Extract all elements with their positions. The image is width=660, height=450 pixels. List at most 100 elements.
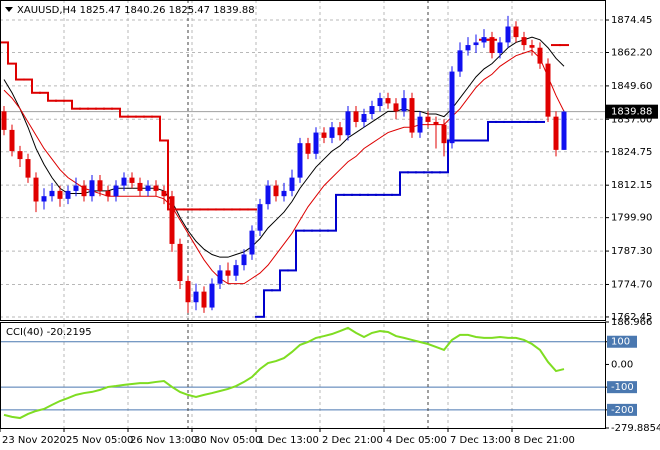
candle-body xyxy=(481,37,487,43)
candle-body xyxy=(449,71,455,144)
candle-body xyxy=(1,111,7,130)
candle-body xyxy=(241,254,247,266)
candle-body xyxy=(289,177,295,191)
cci-tick-label: -100 xyxy=(611,382,634,393)
y-tick-label: 1874.45 xyxy=(611,15,652,26)
candle-body xyxy=(225,270,231,276)
cci-tick-label: -200 xyxy=(611,405,634,416)
cci-tick-box xyxy=(607,335,637,348)
y-tick-label: 1837.00 xyxy=(611,114,652,125)
chart-title: XAUUSD,H4 1825.47 1840.26 1825.47 1839.8… xyxy=(17,5,255,16)
cci-tick-label: 186.966 xyxy=(611,317,652,328)
x-tick-label: 25 Nov 05:00 xyxy=(66,435,133,446)
y-tick-label: 1799.90 xyxy=(611,213,652,224)
cci-title: CCI(40) -20.2195 xyxy=(6,327,92,338)
candle-body xyxy=(393,103,399,112)
candle-body xyxy=(201,291,207,308)
candle-body xyxy=(425,116,431,122)
candle-body xyxy=(529,45,535,48)
candle-body xyxy=(553,116,559,150)
candle-body xyxy=(89,180,95,197)
candle-body xyxy=(321,132,327,138)
collapse-icon[interactable] xyxy=(5,7,13,12)
candle-body xyxy=(545,63,551,117)
last-price-box xyxy=(606,104,658,119)
cci-line xyxy=(3,326,565,420)
y-tick-label: 1762.45 xyxy=(611,312,652,323)
x-tick-label: 23 Nov 2020 xyxy=(2,435,66,446)
candle-body xyxy=(113,185,119,197)
candle-body xyxy=(433,121,439,125)
candle-body xyxy=(185,281,191,303)
ma-line xyxy=(3,49,565,285)
candle-body xyxy=(521,37,527,46)
candle-body xyxy=(177,243,183,282)
main-frame xyxy=(0,0,606,321)
candle-body xyxy=(513,26,519,38)
x-tick-label: 26 Nov 13:00 xyxy=(130,435,197,446)
candle-body xyxy=(457,50,463,72)
candle-body xyxy=(409,98,415,133)
x-tick-label: 7 Dec 13:00 xyxy=(450,435,511,446)
candle-body xyxy=(121,177,127,186)
candle-body xyxy=(25,159,31,178)
ma-line xyxy=(3,36,565,258)
cci-frame xyxy=(0,322,606,429)
cci-tick-label: -279.8854 xyxy=(611,423,660,434)
candle-body xyxy=(353,111,359,122)
y-tick-label: 1774.70 xyxy=(611,279,652,290)
candle-body xyxy=(81,185,87,197)
candle-body xyxy=(441,124,447,144)
candle-body xyxy=(217,270,223,284)
candle-body xyxy=(417,116,423,133)
candle-body xyxy=(57,190,63,199)
candle-body xyxy=(153,185,159,191)
y-tick-label: 1862.20 xyxy=(611,47,652,58)
candle-body xyxy=(161,190,167,197)
candle-body xyxy=(193,291,199,303)
cci-tick-label: 0.00 xyxy=(611,359,633,370)
x-tick-label: 1 Dec 13:00 xyxy=(258,435,319,446)
candle-body xyxy=(73,185,79,191)
candle-body xyxy=(361,114,367,122)
cci-tick-box xyxy=(607,403,637,416)
candle-body xyxy=(297,143,303,178)
candle-body xyxy=(129,177,135,183)
grid xyxy=(0,0,605,428)
candle-body xyxy=(33,177,39,202)
last-price-label: 1839.88 xyxy=(611,107,652,118)
y-tick-label: 1812.15 xyxy=(611,180,652,191)
candle-body xyxy=(249,230,255,255)
candle-body xyxy=(105,190,111,197)
candle-body xyxy=(561,111,567,150)
candle-body xyxy=(65,190,71,199)
candle-body xyxy=(505,26,511,43)
candle-body xyxy=(465,45,471,51)
candle-body xyxy=(385,98,391,104)
candle-body xyxy=(137,182,143,191)
x-tick-label: 8 Dec 21:00 xyxy=(514,435,575,446)
candle-body xyxy=(377,98,383,107)
candle-body xyxy=(401,98,407,112)
candle-body xyxy=(329,127,335,138)
candle-body xyxy=(97,180,103,191)
candle-body xyxy=(145,185,151,191)
candle-body xyxy=(9,129,15,152)
candle-body xyxy=(265,185,271,205)
candle-body xyxy=(369,106,375,115)
candle-body xyxy=(337,127,343,136)
candle-body xyxy=(313,132,319,154)
candle-body xyxy=(49,190,55,197)
candle-body xyxy=(209,283,215,308)
candle-body xyxy=(489,37,495,54)
candle-body xyxy=(257,204,263,231)
x-tick-label: 2 Dec 21:00 xyxy=(322,435,383,446)
y-tick-label: 1787.30 xyxy=(611,246,652,257)
candle-body xyxy=(473,42,479,46)
x-tick-label: 4 Dec 05:00 xyxy=(386,435,447,446)
y-tick-label: 1824.75 xyxy=(611,147,652,158)
cci-tick-box xyxy=(607,381,637,394)
candle-body xyxy=(17,151,23,160)
